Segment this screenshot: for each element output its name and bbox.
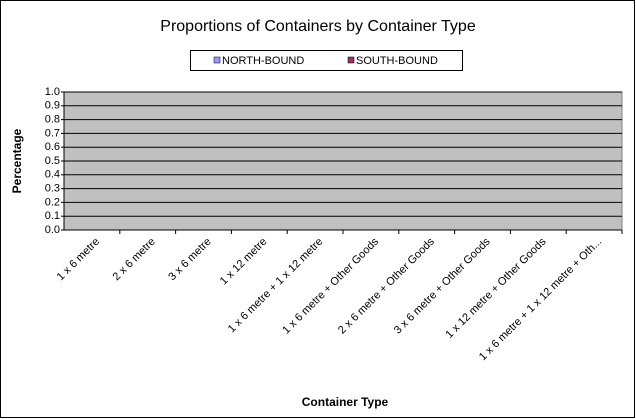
- y-tick-label: 0.0: [45, 224, 60, 236]
- y-tick-label: 1.0: [45, 86, 60, 98]
- y-tick-label: 0.8: [45, 114, 60, 126]
- y-tick-label: 0.6: [45, 141, 60, 153]
- y-axis-title: Percentage: [10, 128, 24, 193]
- y-tick-label: 0.2: [45, 196, 60, 208]
- y-tick-label: 0.9: [45, 100, 60, 112]
- y-tick-label: 0.4: [45, 169, 60, 181]
- y-tick-label: 0.7: [45, 127, 60, 139]
- chart-title: Proportions of Containers by Container T…: [160, 18, 476, 35]
- legend-swatch: [347, 56, 355, 64]
- y-tick-label: 0.5: [45, 155, 60, 167]
- y-tick-label: 0.1: [45, 210, 60, 222]
- x-axis-title: Container Type: [302, 395, 389, 409]
- legend-label: SOUTH-BOUND: [356, 55, 438, 67]
- legend-box: [190, 50, 463, 71]
- legend-swatch: [213, 56, 221, 64]
- legend-label: NORTH-BOUND: [222, 55, 304, 67]
- y-tick-label: 0.3: [45, 183, 60, 195]
